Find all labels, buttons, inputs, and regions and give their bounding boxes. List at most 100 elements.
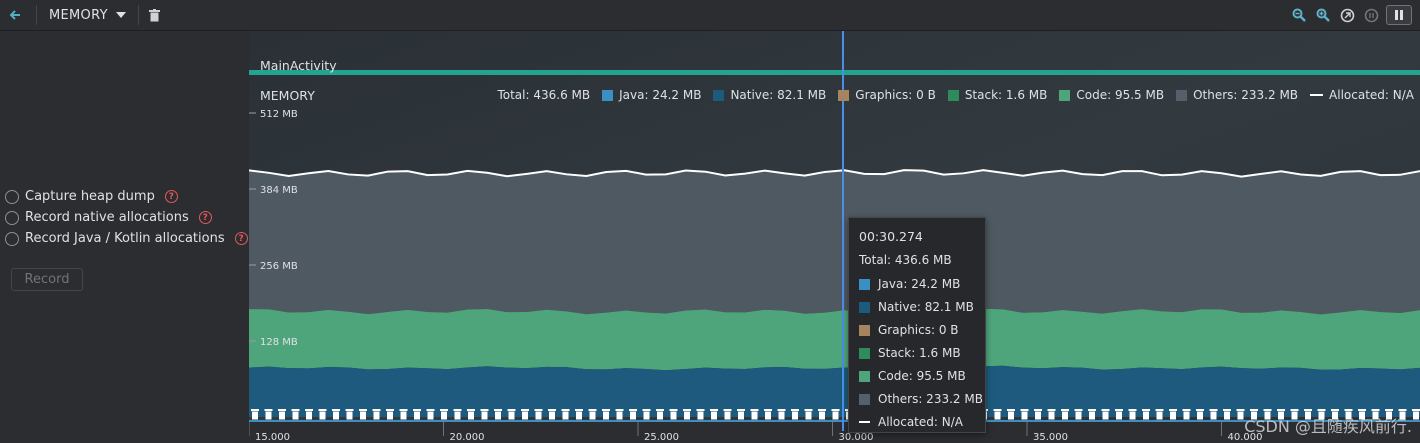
gc-event-icon[interactable]: [696, 409, 705, 420]
gc-event-icon[interactable]: [1331, 409, 1339, 420]
gc-event-icon[interactable]: [615, 409, 624, 420]
back-button[interactable]: [0, 0, 30, 31]
gc-event-icon[interactable]: [453, 409, 462, 420]
gc-event-icon[interactable]: [1385, 409, 1393, 420]
gc-event-icon[interactable]: [251, 409, 259, 420]
gc-event-icon[interactable]: [1277, 409, 1285, 420]
gc-event-icon[interactable]: [1317, 409, 1326, 420]
memory-chart[interactable]: 512 MB 384 MB 256 MB 128 MB 15.000 20.000 25.…: [249, 31, 1420, 443]
gc-event-icon[interactable]: [534, 409, 543, 420]
gc-event-icon[interactable]: [1115, 409, 1123, 420]
gc-event-icon[interactable]: [764, 409, 772, 420]
gc-event-icon[interactable]: [710, 409, 718, 420]
reset-zoom-button[interactable]: [1338, 5, 1356, 25]
record-java-kotlin-allocations-radio[interactable]: [5, 231, 19, 246]
gc-event-icon[interactable]: [1371, 409, 1380, 420]
gc-event-icon[interactable]: [804, 409, 813, 420]
gc-event-icon[interactable]: [1290, 409, 1299, 420]
gc-event-icon[interactable]: [1128, 409, 1137, 420]
gc-event-icon[interactable]: [1047, 409, 1056, 420]
gc-event-icon[interactable]: [413, 409, 421, 420]
gc-event-icon[interactable]: [264, 409, 273, 420]
gc-event-icon[interactable]: [372, 409, 381, 420]
gc-event-icon[interactable]: [1142, 409, 1150, 420]
gc-event-icon[interactable]: [1344, 409, 1353, 420]
gc-event-icon[interactable]: [494, 409, 502, 420]
gc-event-icon[interactable]: [791, 409, 799, 420]
gc-event-icon[interactable]: [507, 409, 516, 420]
gc-event-icon[interactable]: [723, 409, 732, 420]
gc-event-icon[interactable]: [588, 409, 597, 420]
gc-event-icon[interactable]: [1182, 409, 1191, 420]
capture-heap-dump-radio[interactable]: [5, 189, 19, 204]
gc-event-icon[interactable]: [575, 409, 583, 420]
gc-event-icon[interactable]: [548, 409, 556, 420]
native-area: [249, 365, 1420, 417]
gc-event-icon[interactable]: [1236, 409, 1245, 420]
gc-event-icon[interactable]: [1034, 409, 1042, 420]
delete-button[interactable]: [145, 0, 165, 31]
gc-event-icon[interactable]: [467, 409, 475, 420]
help-icon[interactable]: ?: [234, 232, 248, 245]
gc-event-icon[interactable]: [1088, 409, 1096, 420]
gc-event-icon[interactable]: [440, 409, 448, 420]
gc-event-icon[interactable]: [1061, 409, 1069, 420]
gc-event-icon[interactable]: [1263, 409, 1272, 420]
gc-event-icon[interactable]: [1412, 409, 1420, 420]
gc-event-icon[interactable]: [993, 409, 1002, 420]
gc-event-icon[interactable]: [1155, 409, 1164, 420]
tooltip-native: Native: 82.1 MB: [878, 300, 974, 314]
gc-event-icon[interactable]: [629, 409, 637, 420]
gc-event-icon[interactable]: [561, 409, 570, 420]
gc-event-icon[interactable]: [426, 409, 435, 420]
gc-event-icon[interactable]: [278, 409, 286, 420]
gc-event-icon[interactable]: [1169, 409, 1177, 420]
gc-event-icon[interactable]: [737, 409, 745, 420]
gc-event-icon[interactable]: [345, 409, 354, 420]
gc-event-icon[interactable]: [291, 409, 300, 420]
record-button[interactable]: Record: [11, 268, 83, 291]
gc-event-icon[interactable]: [683, 409, 691, 420]
record-java-kotlin-allocations-option[interactable]: Record Java / Kotlin allocations ?: [5, 231, 248, 246]
gc-event-icon[interactable]: [1020, 409, 1029, 420]
memory-timeline[interactable]: 512 MB 384 MB 256 MB 128 MB 15.000 20.000 25.…: [249, 31, 1420, 443]
gc-event-icon[interactable]: [656, 409, 664, 420]
gc-event-icon[interactable]: [602, 409, 610, 420]
gc-event-icon[interactable]: [1209, 409, 1218, 420]
capture-heap-dump-option[interactable]: Capture heap dump ?: [5, 189, 178, 204]
help-icon[interactable]: ?: [164, 190, 178, 203]
zoom-in-button[interactable]: [1314, 5, 1332, 25]
profiler-select-dropdown[interactable]: MEMORY: [43, 8, 132, 23]
attach-to-live-button[interactable]: [1362, 5, 1380, 25]
tooltip-total: Total: 436.6 MB: [859, 253, 952, 267]
legend-others: Others: 233.2 MB: [1176, 88, 1298, 102]
gc-event-icon[interactable]: [750, 409, 759, 420]
gc-event-icon[interactable]: [1358, 409, 1366, 420]
gc-event-icon[interactable]: [642, 409, 651, 420]
gc-event-icon[interactable]: [480, 409, 489, 420]
gc-event-icon[interactable]: [1250, 409, 1258, 420]
gc-event-icon[interactable]: [1223, 409, 1231, 420]
gc-event-icon[interactable]: [399, 409, 408, 420]
pause-button[interactable]: [1386, 5, 1412, 25]
gc-event-icon[interactable]: [669, 409, 678, 420]
gc-event-icon[interactable]: [1007, 409, 1015, 420]
gc-event-icon[interactable]: [1101, 409, 1110, 420]
zoom-out-button[interactable]: [1290, 5, 1308, 25]
record-native-allocations-radio[interactable]: [5, 210, 19, 225]
gc-event-icon[interactable]: [1196, 409, 1204, 420]
gc-event-icon[interactable]: [305, 409, 313, 420]
gc-event-icon[interactable]: [521, 409, 529, 420]
gc-event-icon[interactable]: [777, 409, 786, 420]
help-icon[interactable]: ?: [198, 211, 212, 224]
gc-event-icon[interactable]: [318, 409, 327, 420]
gc-event-icon[interactable]: [818, 409, 826, 420]
gc-event-icon[interactable]: [1398, 409, 1407, 420]
gc-event-icon[interactable]: [1074, 409, 1083, 420]
gc-event-icon[interactable]: [386, 409, 394, 420]
record-native-allocations-option[interactable]: Record native allocations ?: [5, 210, 212, 225]
gc-event-icon[interactable]: [1304, 409, 1312, 420]
gc-event-icon[interactable]: [831, 409, 840, 420]
gc-event-icon[interactable]: [359, 409, 367, 420]
gc-event-icon[interactable]: [332, 409, 340, 420]
